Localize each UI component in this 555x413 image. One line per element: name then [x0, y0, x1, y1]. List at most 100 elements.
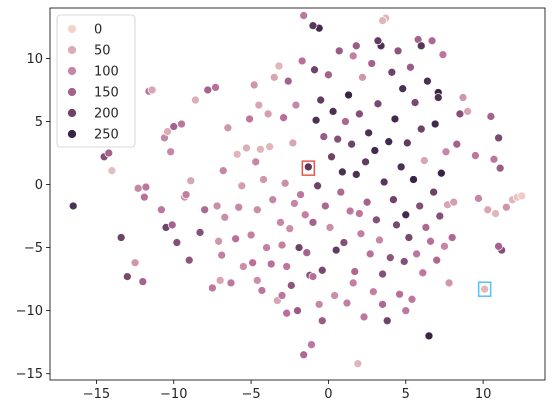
scatter-point	[195, 228, 205, 237]
scatter-point	[401, 210, 411, 220]
scatter-point	[308, 218, 318, 227]
scatter-point	[163, 127, 172, 136]
scatter-point	[251, 157, 261, 167]
scatter-point	[449, 197, 459, 207]
scatter-point	[317, 265, 327, 275]
scatter-point	[342, 298, 352, 308]
scatter-point	[319, 132, 329, 141]
scatter-point	[169, 122, 179, 131]
scatter-point	[214, 236, 223, 246]
x-tick-label: −15	[83, 387, 110, 402]
scatter-point	[423, 76, 432, 86]
scatter-point	[277, 240, 287, 250]
scatter-point	[435, 211, 445, 221]
legend-marker	[67, 24, 77, 34]
scatter-point	[398, 84, 408, 94]
scatter-point	[252, 205, 262, 215]
scatter-point	[348, 278, 358, 288]
scatter-point	[433, 93, 443, 102]
scatter-point	[325, 223, 335, 232]
scatter-point	[350, 267, 360, 276]
scatter-point	[486, 112, 496, 121]
scatter-point	[341, 117, 350, 126]
scatter-point	[494, 133, 503, 143]
scatter-point	[367, 59, 377, 68]
scatter-point	[249, 80, 259, 90]
scatter-point	[495, 163, 505, 173]
scatter-point	[372, 215, 381, 225]
scatter-point	[286, 281, 296, 290]
scatter-point	[373, 99, 383, 109]
scatter-point	[234, 202, 244, 212]
scatter-point	[303, 162, 313, 172]
scatter-point	[140, 192, 149, 202]
scatter-point	[314, 299, 324, 309]
scatter-point	[327, 152, 336, 162]
scatter-point	[471, 151, 480, 160]
scatter-point	[220, 212, 230, 222]
scatter-point	[274, 61, 284, 71]
scatter-point	[316, 95, 326, 105]
scatter-point	[455, 109, 465, 119]
scatter-point	[328, 107, 338, 116]
scatter-point	[402, 138, 412, 148]
scatter-point	[212, 201, 222, 211]
scatter-point	[280, 178, 290, 188]
scatter-point	[410, 98, 420, 107]
scatter-point	[191, 95, 200, 105]
scatter-point	[361, 157, 370, 167]
scatter-point	[483, 205, 493, 215]
scatter-point	[291, 100, 301, 110]
scatter-point	[157, 205, 166, 215]
scatter-point	[308, 21, 318, 31]
scatter-point	[347, 139, 356, 149]
y-tick-label: 10	[26, 52, 43, 67]
scatter-point	[296, 190, 305, 199]
scatter-point	[226, 278, 236, 288]
scatter-point	[277, 291, 287, 300]
scatter-point	[218, 166, 228, 176]
scatter-point	[282, 308, 292, 318]
scatter-point	[133, 183, 143, 193]
y-tick-label: 5	[35, 115, 43, 130]
scatter-point	[257, 286, 267, 295]
scatter-point	[107, 166, 117, 176]
scatter-point	[396, 162, 406, 172]
legend-marker	[67, 66, 77, 76]
scatter-point	[290, 199, 299, 208]
scatter-point	[432, 255, 442, 265]
scatter-point	[458, 93, 468, 102]
scatter-point	[401, 306, 411, 315]
scatter-point	[262, 243, 271, 252]
scatter-point	[494, 241, 503, 251]
scatter-point	[246, 230, 256, 240]
scatter-point	[375, 235, 384, 245]
scatter-point	[419, 156, 429, 165]
scatter-point	[441, 147, 451, 157]
legend-label: 50	[94, 44, 111, 59]
scatter-point	[68, 201, 78, 211]
scatter-point	[259, 175, 268, 184]
scatter-point	[437, 168, 446, 178]
scatter-point	[348, 51, 358, 61]
scatter-point	[345, 206, 355, 216]
scatter-point	[266, 259, 276, 269]
scatter-point	[252, 276, 262, 285]
scatter-point	[269, 73, 279, 82]
scatter-point	[184, 255, 194, 265]
scatter-point	[166, 147, 176, 157]
scatter-point	[211, 83, 220, 92]
scatter-point	[317, 316, 327, 326]
scatter-point	[299, 11, 309, 20]
legend-label: 250	[94, 128, 119, 143]
scatter-point	[378, 269, 387, 279]
scatter-point	[330, 291, 339, 300]
scatter-point	[390, 114, 400, 124]
scatter-point	[302, 248, 312, 257]
scatter-point	[385, 253, 395, 263]
scatter-point	[356, 229, 366, 239]
scatter-point	[362, 197, 372, 207]
scatter-point	[293, 306, 302, 315]
scatter-point	[501, 202, 511, 212]
scatter-point	[407, 294, 417, 304]
